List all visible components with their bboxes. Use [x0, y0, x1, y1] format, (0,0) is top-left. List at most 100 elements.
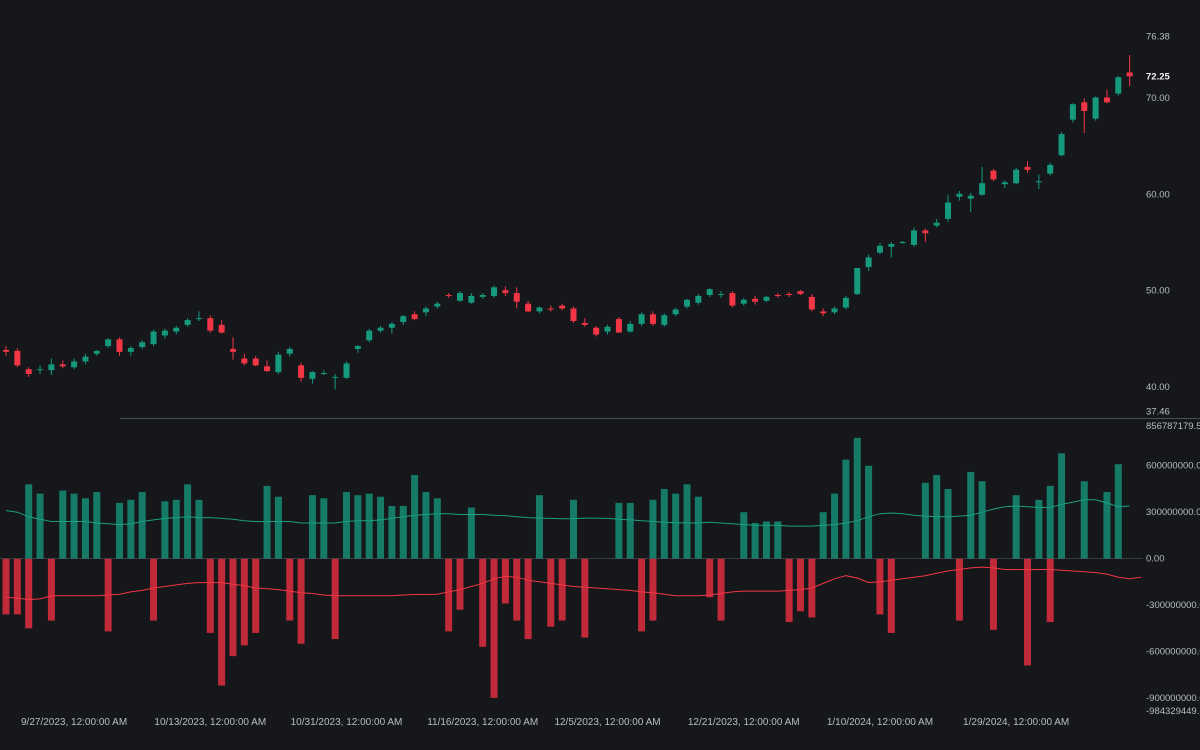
price-pane[interactable]	[3, 55, 1133, 390]
candle-body[interactable]	[729, 293, 736, 306]
candle-body[interactable]	[774, 294, 781, 296]
candle[interactable]	[207, 315, 214, 333]
candle-body[interactable]	[195, 318, 202, 320]
candle[interactable]	[37, 365, 44, 375]
candle-body[interactable]	[139, 342, 146, 348]
volume-bar-positive[interactable]	[944, 488, 952, 559]
volume-bar-negative[interactable]	[47, 558, 55, 621]
candle-body[interactable]	[979, 183, 986, 195]
candle-body[interactable]	[831, 308, 838, 313]
candle-body[interactable]	[252, 358, 259, 366]
volume-bar-negative[interactable]	[989, 558, 997, 630]
candle[interactable]	[468, 293, 475, 304]
candle[interactable]	[559, 303, 566, 311]
candle-body[interactable]	[71, 361, 78, 368]
candle[interactable]	[661, 313, 668, 327]
volume-bar-positive[interactable]	[467, 507, 475, 559]
candle[interactable]	[1092, 96, 1099, 121]
candle[interactable]	[536, 306, 543, 314]
candle-body[interactable]	[956, 193, 963, 197]
volume-bar-positive[interactable]	[195, 499, 203, 559]
candle[interactable]	[491, 285, 498, 298]
candle-body[interactable]	[93, 350, 100, 354]
candle-body[interactable]	[173, 327, 180, 332]
candle-body[interactable]	[286, 348, 293, 354]
volume-bar-negative[interactable]	[229, 558, 237, 657]
volume-bar-positive[interactable]	[570, 499, 577, 559]
volume-bar-positive[interactable]	[535, 495, 543, 559]
candle[interactable]	[161, 328, 168, 339]
candle[interactable]	[388, 321, 395, 334]
volume-bar-negative[interactable]	[479, 558, 487, 647]
candle-body[interactable]	[695, 295, 702, 303]
volume-bar-negative[interactable]	[887, 558, 895, 633]
volume-bar-positive[interactable]	[1080, 481, 1088, 559]
volume-bar-negative[interactable]	[13, 558, 21, 615]
candle[interactable]	[25, 367, 32, 377]
candle-body[interactable]	[536, 307, 543, 312]
candle[interactable]	[1024, 161, 1031, 173]
candle[interactable]	[547, 305, 554, 312]
candle-body[interactable]	[105, 339, 112, 347]
candle-body[interactable]	[1115, 77, 1122, 94]
volume-bar-positive[interactable]	[740, 512, 748, 559]
volume-bar-positive[interactable]	[819, 512, 827, 559]
candle-body[interactable]	[25, 369, 32, 375]
volume-bar-positive[interactable]	[411, 475, 419, 559]
candle[interactable]	[672, 307, 679, 317]
candle-body[interactable]	[184, 320, 191, 325]
candle-body[interactable]	[752, 298, 759, 302]
volume-bar-positive[interactable]	[921, 482, 929, 559]
candle-body[interactable]	[1024, 166, 1031, 170]
volume-bar-positive[interactable]	[343, 492, 350, 559]
candle[interactable]	[48, 358, 55, 375]
candle[interactable]	[888, 241, 895, 258]
volume-bar-negative[interactable]	[240, 558, 248, 646]
volume-bar-positive[interactable]	[433, 498, 441, 559]
candle-body[interactable]	[59, 364, 66, 367]
candle[interactable]	[59, 360, 66, 369]
volume-bar-positive[interactable]	[116, 502, 123, 559]
candle[interactable]	[593, 325, 600, 337]
candle-body[interactable]	[207, 318, 214, 331]
volume-bar-positive[interactable]	[1103, 492, 1111, 559]
candle[interactable]	[320, 370, 327, 375]
candle[interactable]	[457, 291, 463, 302]
candle[interactable]	[93, 349, 100, 356]
volume-bar-negative[interactable]	[797, 558, 804, 612]
candle-body[interactable]	[82, 356, 89, 362]
candle-body[interactable]	[763, 296, 770, 301]
volume-bar-negative[interactable]	[297, 558, 305, 644]
candle[interactable]	[854, 268, 861, 295]
candle-body[interactable]	[1058, 134, 1065, 156]
candle[interactable]	[1115, 76, 1122, 96]
volume-bar-positive[interactable]	[615, 502, 623, 559]
candle[interactable]	[979, 166, 986, 196]
candle-body[interactable]	[842, 297, 849, 308]
candle[interactable]	[116, 337, 123, 356]
candle[interactable]	[309, 371, 316, 384]
volume-bar-negative[interactable]	[955, 558, 963, 621]
price-axis[interactable]: 76.38 70.00 60.00 50.00 40.00 37.46 72.25	[1146, 32, 1170, 418]
volume-bar-negative[interactable]	[2, 558, 10, 615]
candle-body[interactable]	[3, 349, 9, 352]
candle[interactable]	[922, 228, 929, 242]
candle-body[interactable]	[388, 323, 395, 328]
candle[interactable]	[411, 311, 418, 321]
candle[interactable]	[82, 353, 89, 365]
candle-body[interactable]	[945, 202, 952, 219]
candle-body[interactable]	[264, 366, 271, 372]
candle[interactable]	[615, 317, 622, 333]
candle[interactable]	[581, 318, 588, 327]
volume-bar-positive[interactable]	[138, 492, 146, 559]
candle[interactable]	[1047, 162, 1054, 176]
candle-body[interactable]	[1013, 169, 1020, 184]
candle-body[interactable]	[718, 294, 725, 296]
candle-body[interactable]	[593, 327, 600, 335]
candle[interactable]	[649, 311, 656, 326]
volume-bar-positive[interactable]	[1114, 464, 1122, 559]
volume-bar-positive[interactable]	[377, 496, 385, 559]
volume-bar-positive[interactable]	[354, 495, 362, 559]
candle[interactable]	[173, 325, 180, 335]
